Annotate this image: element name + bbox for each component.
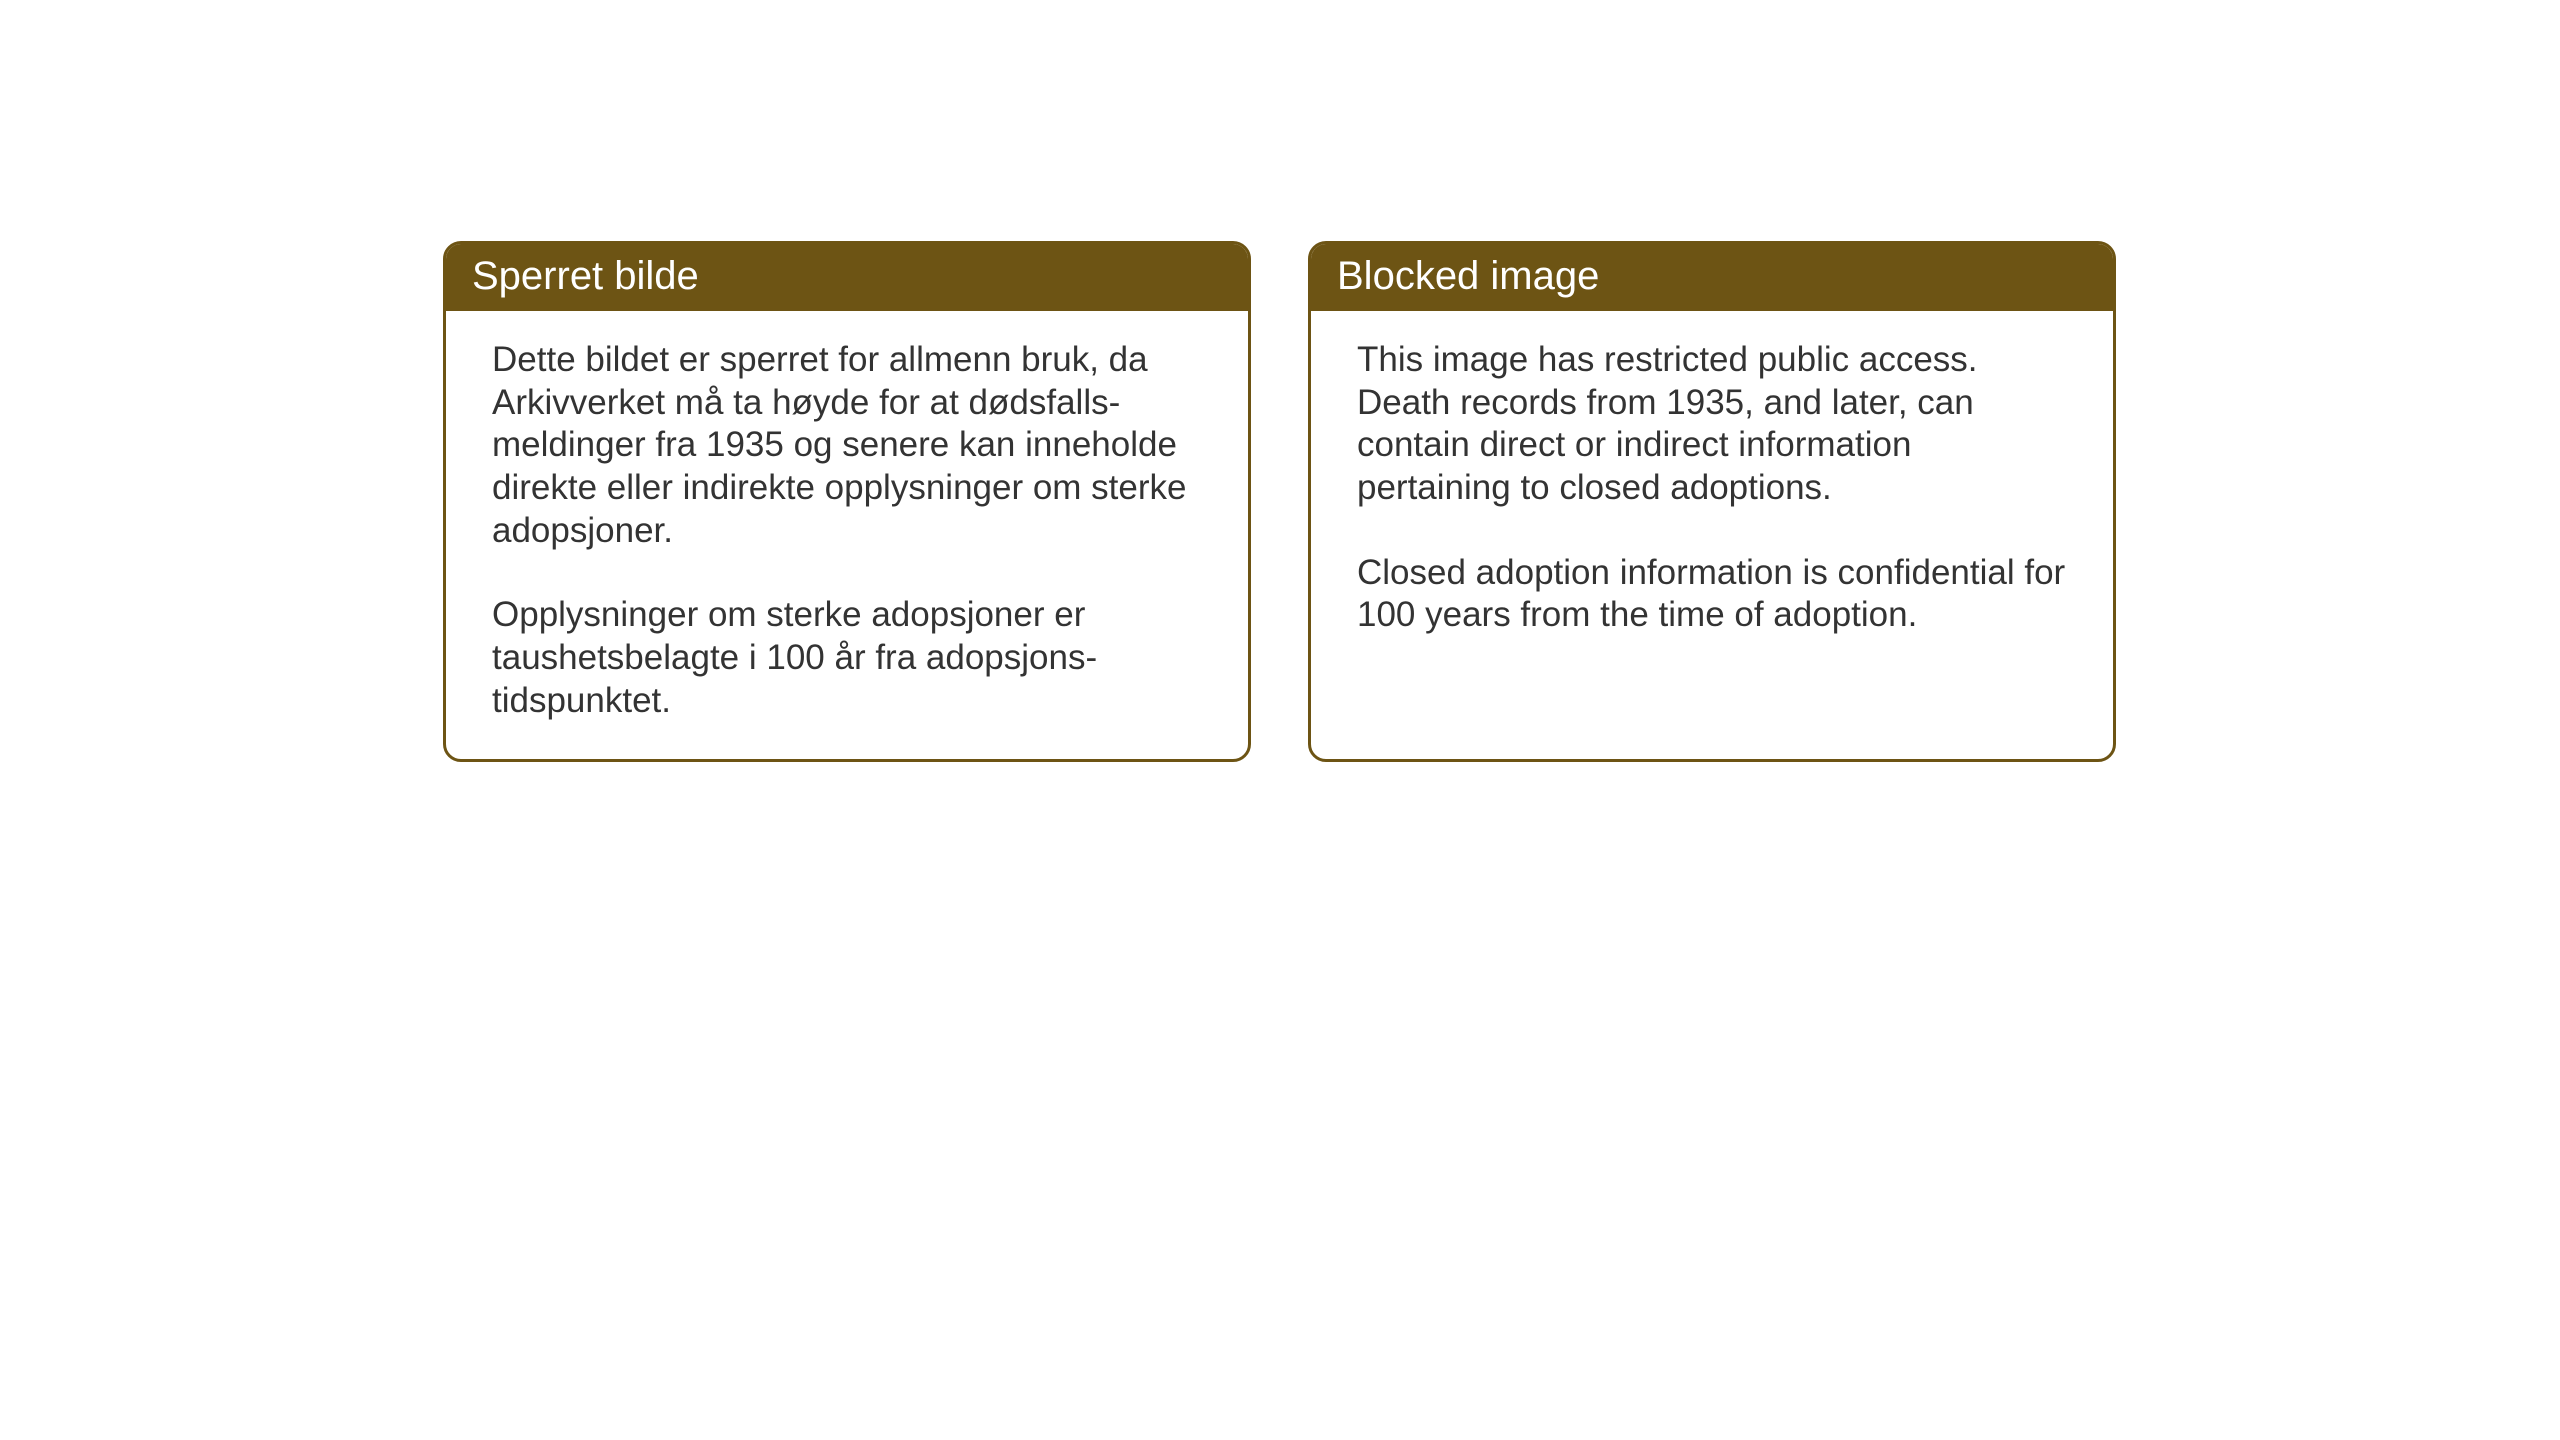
card-paragraph: Opplysninger om sterke adopsjoner er tau… [492, 594, 1202, 722]
card-header-english: Blocked image [1311, 244, 2113, 311]
card-paragraph: Dette bildet er sperret for allmenn bruk… [492, 339, 1202, 552]
card-header-norwegian: Sperret bilde [446, 244, 1248, 311]
notice-card-norwegian: Sperret bilde Dette bildet er sperret fo… [443, 241, 1251, 762]
card-body-english: This image has restricted public access.… [1311, 311, 2113, 673]
card-paragraph: This image has restricted public access.… [1357, 339, 2067, 510]
card-paragraph: Closed adoption information is confident… [1357, 552, 2067, 637]
notice-card-english: Blocked image This image has restricted … [1308, 241, 2116, 762]
notice-container: Sperret bilde Dette bildet er sperret fo… [443, 241, 2116, 762]
card-body-norwegian: Dette bildet er sperret for allmenn bruk… [446, 311, 1248, 759]
